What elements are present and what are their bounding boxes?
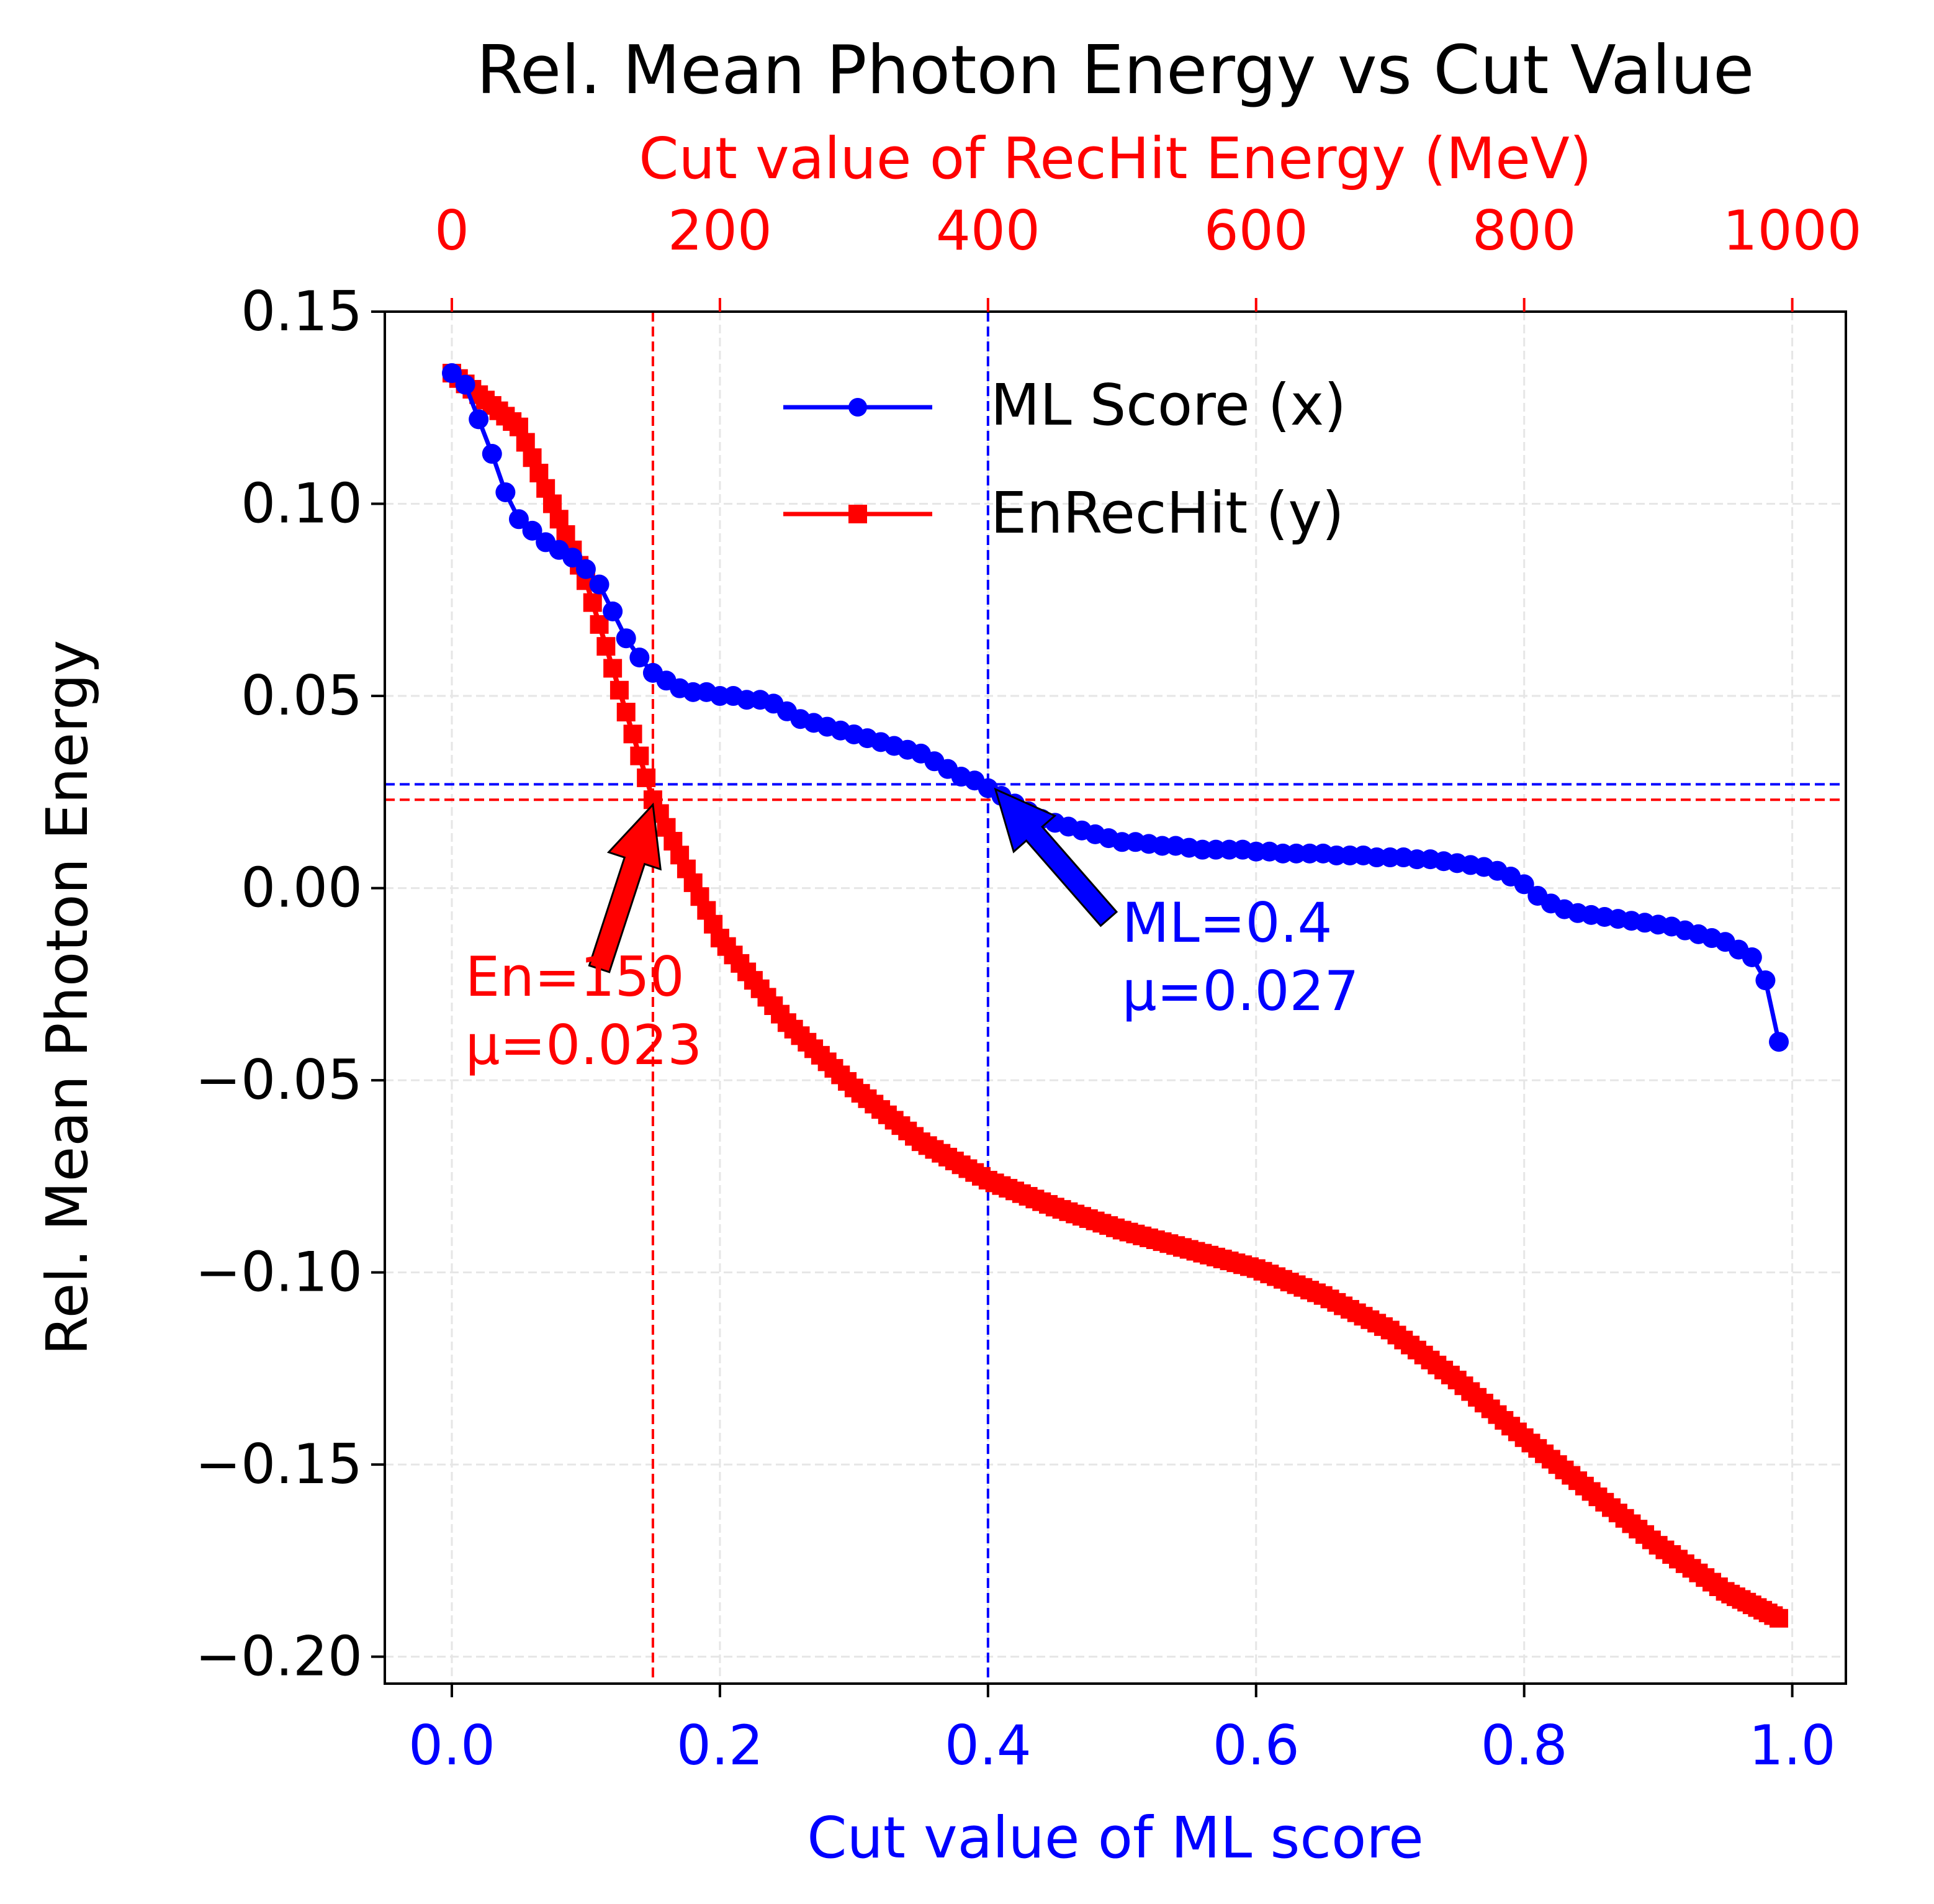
ml-score-marker <box>629 647 650 668</box>
reference-lines-layer <box>385 312 1846 1684</box>
x-tick-label: 0.2 <box>677 1713 763 1777</box>
enrechit-marker <box>590 615 609 634</box>
legend-ml-label: ML Score (x) <box>991 372 1346 438</box>
enrechit-marker <box>630 746 649 765</box>
legend-en-marker <box>848 505 867 523</box>
y-tick-label: −0.05 <box>195 1048 362 1112</box>
x2-tick-label: 600 <box>1204 199 1308 263</box>
enrechit-marker <box>637 768 656 787</box>
y-tick-label: 0.05 <box>241 664 362 728</box>
tick-layer: 0.150.100.050.00−0.05−0.10−0.15−0.200.0 0… <box>195 199 1861 1777</box>
x2-tick-label: 200 <box>668 199 772 263</box>
enrechit-marker <box>609 680 629 700</box>
legend: ML Score (x) EnRecHit (y) <box>783 372 1346 546</box>
enrechit-marker <box>1770 1608 1789 1628</box>
top-axis-label: Cut value of RecHit Energy (MeV) <box>639 125 1591 192</box>
ml-score-marker <box>575 559 596 579</box>
annotation-label: En=150 <box>466 945 685 1009</box>
ml-score-marker <box>441 363 462 384</box>
ml-score-marker <box>562 548 583 568</box>
ml-score-marker <box>495 482 516 502</box>
x-tick-label: 0.4 <box>945 1713 1032 1777</box>
x-tick-label: 0.0 <box>408 1713 495 1777</box>
y-tick-label: 0.10 <box>241 472 362 536</box>
legend-en-label: EnRecHit (y) <box>991 480 1344 546</box>
y-axis-label: Rel. Mean Photon Energy <box>34 640 101 1355</box>
annotation-label: ML=0.4 <box>1122 891 1333 955</box>
ml-score-marker <box>482 444 502 464</box>
legend-ml-marker <box>848 398 867 417</box>
ml-score-marker <box>1769 1032 1789 1052</box>
ml-score-marker <box>589 574 609 595</box>
ml-score-marker <box>616 628 636 649</box>
annotation-arrow <box>994 787 1118 927</box>
y-tick-label: −0.10 <box>195 1240 362 1304</box>
ml-score-marker <box>469 409 489 430</box>
x2-tick-label: 400 <box>936 199 1040 263</box>
ml-score-marker <box>1755 970 1776 991</box>
x2-tick-label: 0 <box>434 199 469 263</box>
series-layer <box>441 363 1789 1628</box>
ml-score-marker <box>1514 874 1534 895</box>
ml-score-marker <box>455 374 475 395</box>
ml-score-marker <box>603 601 623 621</box>
bottom-axis-label: Cut value of ML score <box>807 1805 1423 1871</box>
annotation-arrow <box>588 802 662 973</box>
x-tick-label: 1.0 <box>1749 1713 1836 1777</box>
ml-score-marker <box>522 520 542 541</box>
y-tick-label: 0.00 <box>241 856 362 920</box>
x-tick-label: 0.6 <box>1213 1713 1300 1777</box>
plot-frame <box>384 310 1847 1685</box>
y-tick-label: −0.20 <box>195 1625 362 1689</box>
enrechit-marker <box>623 724 642 744</box>
enrechit-marker <box>596 637 616 656</box>
enrechit-marker <box>616 703 636 722</box>
x2-tick-label: 800 <box>1472 199 1576 263</box>
ml-score-marker <box>508 509 529 530</box>
y-tick-label: 0.15 <box>241 279 362 343</box>
annotation-label: μ=0.023 <box>466 1013 703 1077</box>
ml-score-marker <box>1742 947 1762 967</box>
annotation-label: μ=0.027 <box>1122 959 1359 1023</box>
x2-tick-label: 1000 <box>1723 199 1862 263</box>
enrechit-marker <box>603 659 623 678</box>
chart-title: Rel. Mean Photon Energy vs Cut Value <box>477 32 1755 109</box>
y-tick-label: −0.15 <box>195 1432 362 1496</box>
x-tick-label: 0.8 <box>1481 1713 1568 1777</box>
enrechit-marker <box>583 593 602 612</box>
